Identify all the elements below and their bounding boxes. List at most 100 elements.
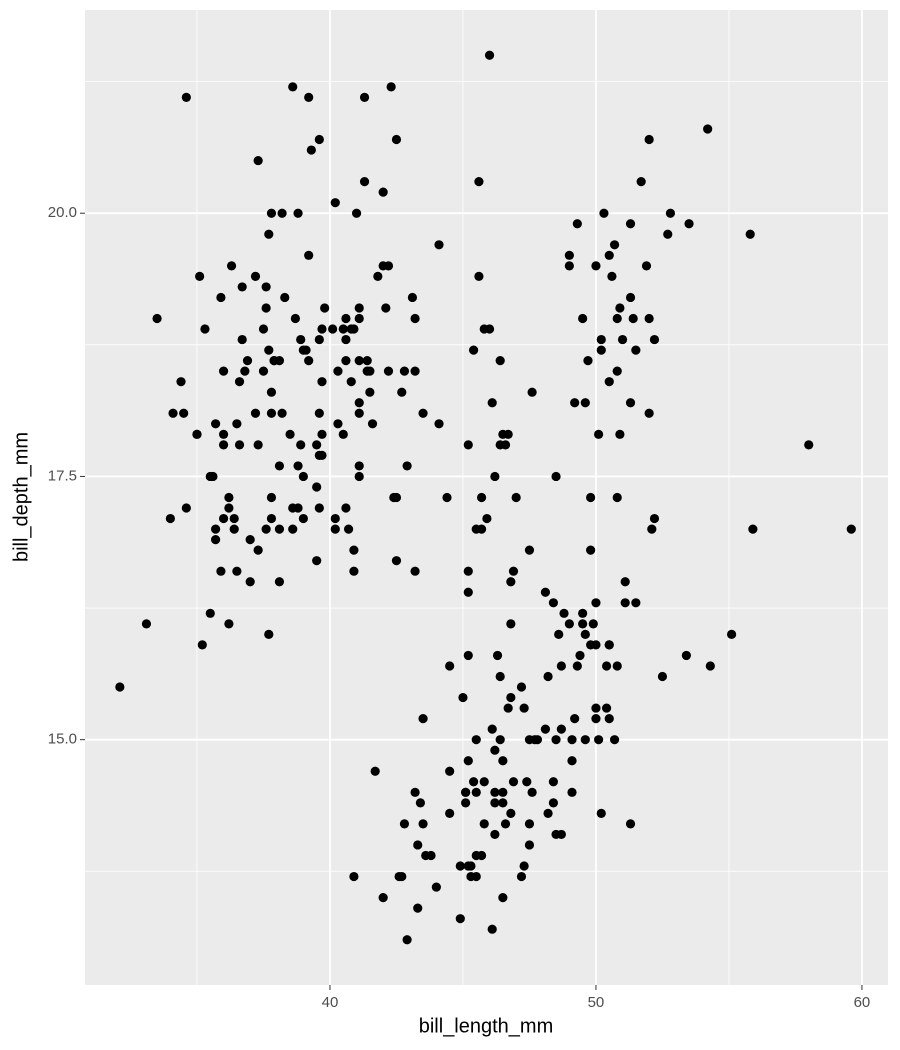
point xyxy=(351,208,362,218)
point xyxy=(229,524,239,534)
point xyxy=(341,503,351,513)
point xyxy=(354,408,364,418)
point xyxy=(296,334,306,345)
point xyxy=(519,703,529,713)
point xyxy=(495,735,505,745)
x-tick-label: 60 xyxy=(854,994,871,1011)
point xyxy=(288,503,298,513)
point xyxy=(846,524,856,534)
point xyxy=(312,482,322,492)
point xyxy=(599,208,609,218)
point xyxy=(397,871,407,882)
point xyxy=(474,177,484,187)
point xyxy=(328,324,338,334)
point xyxy=(620,577,630,587)
points xyxy=(115,50,856,945)
point xyxy=(208,471,218,482)
point xyxy=(487,724,497,734)
point xyxy=(516,871,527,882)
point xyxy=(274,461,285,471)
point xyxy=(141,619,152,629)
point xyxy=(586,640,596,650)
x-tick-label: 50 xyxy=(588,994,605,1011)
point xyxy=(468,777,479,787)
point xyxy=(333,419,343,429)
point xyxy=(578,608,588,618)
point xyxy=(264,345,274,355)
point xyxy=(649,334,660,345)
point xyxy=(463,440,473,450)
point xyxy=(524,545,535,555)
point xyxy=(349,566,359,576)
point xyxy=(490,471,500,482)
point xyxy=(343,524,354,534)
point xyxy=(434,240,444,250)
point xyxy=(572,219,582,229)
point xyxy=(455,914,465,924)
point xyxy=(564,261,574,271)
panel xyxy=(85,10,888,985)
point xyxy=(604,714,614,724)
point xyxy=(391,134,402,145)
point xyxy=(498,798,508,808)
point xyxy=(359,92,370,102)
y-axis-title: bill_depth_mm xyxy=(10,432,32,562)
point xyxy=(625,292,636,303)
point xyxy=(205,608,215,618)
point xyxy=(572,661,582,671)
point xyxy=(607,271,617,281)
point xyxy=(479,819,489,829)
point xyxy=(548,598,558,608)
point xyxy=(612,661,622,671)
point xyxy=(503,429,513,439)
point xyxy=(298,513,308,524)
point xyxy=(495,671,505,682)
point xyxy=(181,503,191,513)
point xyxy=(258,366,269,376)
point xyxy=(506,577,516,587)
point xyxy=(490,745,500,755)
point xyxy=(804,440,814,450)
point xyxy=(210,535,221,545)
point xyxy=(551,471,561,482)
point xyxy=(370,766,380,776)
point xyxy=(495,356,505,366)
point xyxy=(609,240,620,250)
point xyxy=(463,650,473,661)
point xyxy=(195,271,205,281)
point xyxy=(519,861,529,871)
point xyxy=(445,766,455,776)
point xyxy=(591,714,601,724)
point xyxy=(354,356,364,366)
point xyxy=(226,261,237,271)
point xyxy=(349,871,359,882)
point xyxy=(277,408,287,418)
point xyxy=(296,440,306,450)
point xyxy=(641,261,652,271)
point xyxy=(631,345,641,355)
point xyxy=(625,398,636,408)
point xyxy=(330,524,340,534)
point xyxy=(237,282,247,292)
point xyxy=(631,598,641,608)
point xyxy=(503,703,513,713)
point xyxy=(330,198,340,208)
point xyxy=(293,461,303,471)
point xyxy=(578,313,588,324)
point xyxy=(261,524,271,534)
point xyxy=(615,303,625,313)
point xyxy=(474,271,484,281)
point xyxy=(506,692,516,703)
point xyxy=(197,640,207,650)
point xyxy=(386,82,396,92)
point xyxy=(596,808,606,818)
point xyxy=(176,377,186,387)
point xyxy=(463,566,473,576)
point xyxy=(461,787,471,797)
point xyxy=(745,229,755,239)
point xyxy=(210,419,221,429)
point xyxy=(540,587,551,597)
point xyxy=(304,356,314,366)
point xyxy=(346,324,356,334)
point xyxy=(463,756,473,766)
